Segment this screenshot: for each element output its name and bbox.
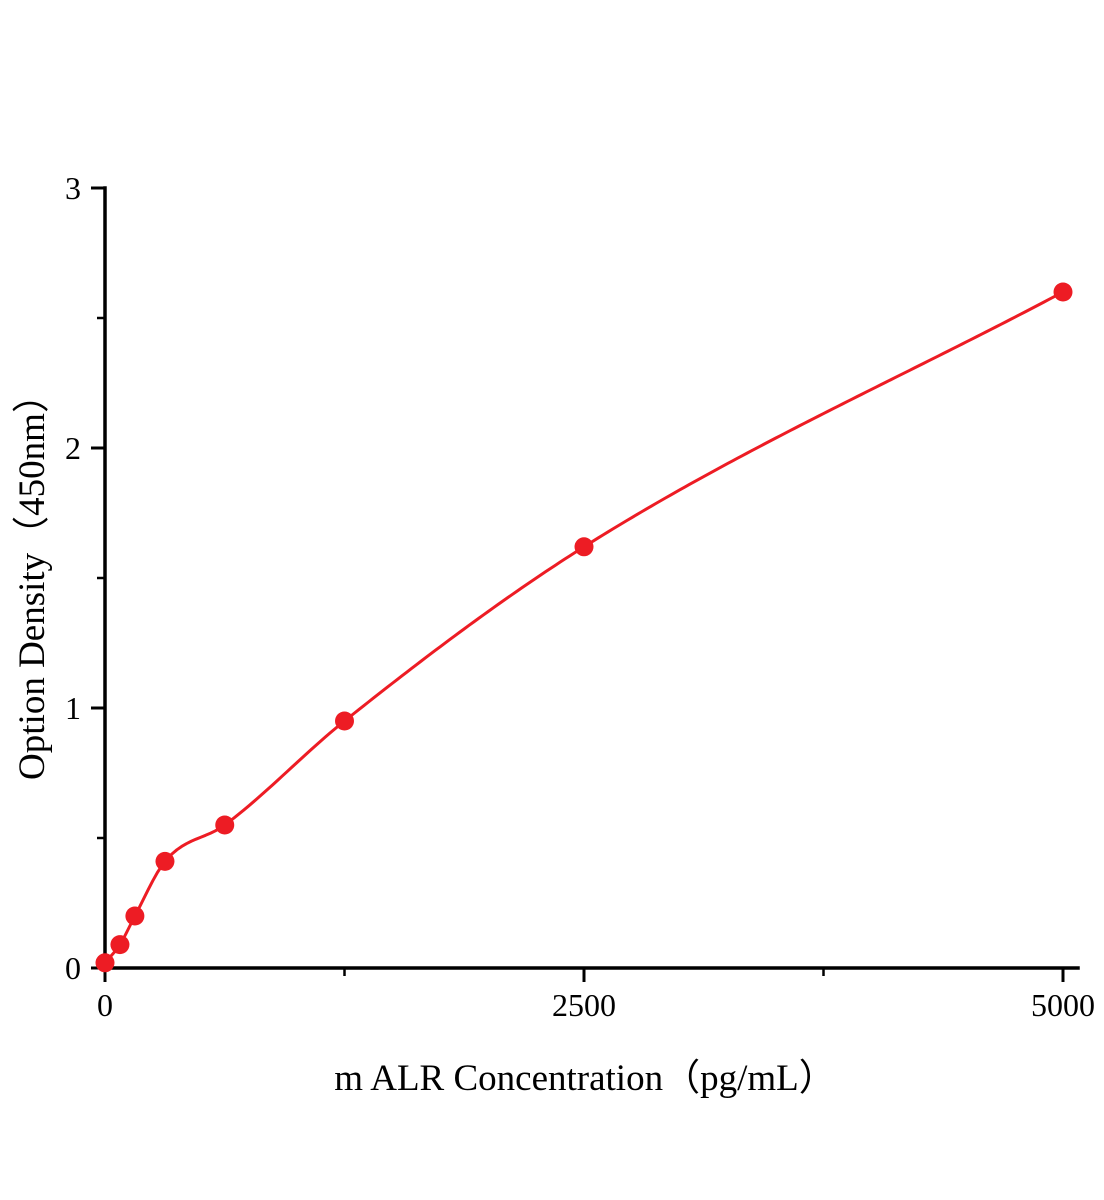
data-point (110, 935, 130, 955)
y-tick-label: 1 (65, 690, 81, 726)
data-point (95, 953, 115, 973)
y-tick-label: 0 (65, 950, 81, 986)
data-point (215, 815, 235, 835)
x-axis-title: m ALR Concentration（pg/mL） (334, 1058, 836, 1099)
data-point (125, 906, 145, 926)
x-tick-label: 5000 (1031, 987, 1095, 1023)
data-point (335, 711, 354, 731)
fit-curve (103, 290, 1065, 965)
x-tick-label: 2500 (552, 987, 616, 1023)
plot-layer: 0 2500 5000 0 1 2 3 (65, 170, 1095, 1023)
data-point (155, 851, 175, 871)
axes-lines (103, 186, 1080, 970)
data-point (1053, 282, 1073, 302)
data-point (574, 537, 594, 557)
y-axis-title: Option Density（450nm） (12, 376, 53, 780)
y-tick-label: 3 (65, 170, 81, 206)
x-tick-label: 0 (97, 987, 113, 1023)
y-tick-label: 2 (65, 430, 81, 466)
